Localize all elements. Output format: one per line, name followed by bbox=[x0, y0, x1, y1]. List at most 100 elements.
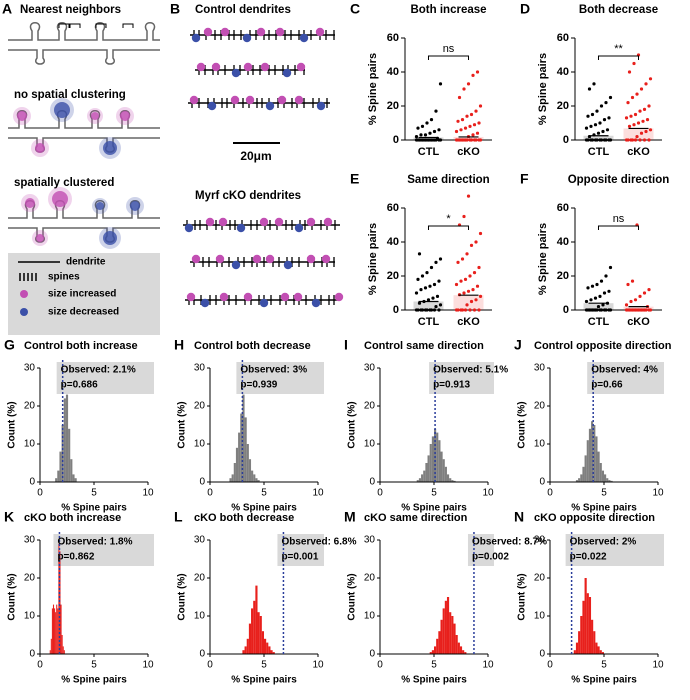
sig-bracket bbox=[597, 225, 640, 230]
legend-spines bbox=[19, 273, 37, 281]
point bbox=[425, 308, 429, 312]
panel-letter: F bbox=[520, 171, 529, 187]
y-tick-label: 30 bbox=[24, 363, 36, 374]
hist-bar bbox=[55, 478, 58, 482]
spine-dot bbox=[186, 292, 196, 302]
hist-bar bbox=[272, 652, 275, 654]
spine-dot bbox=[260, 62, 270, 72]
x-tick-label: cKO bbox=[457, 146, 480, 158]
point bbox=[463, 126, 468, 130]
spine-dot bbox=[259, 217, 269, 227]
hist-bar bbox=[253, 600, 256, 654]
point bbox=[468, 308, 472, 312]
hist-bar bbox=[578, 478, 581, 482]
observed-box bbox=[53, 534, 154, 566]
y-axis-label: % Spine pairs bbox=[367, 53, 379, 125]
hist-bar bbox=[464, 652, 467, 654]
point bbox=[590, 112, 595, 117]
x-tick-label: 0 bbox=[547, 660, 553, 671]
point bbox=[642, 291, 647, 295]
y-axis-label: Count (%) bbox=[517, 573, 528, 620]
hist-bar bbox=[444, 600, 447, 654]
point bbox=[431, 296, 435, 300]
spine-dot bbox=[203, 27, 213, 37]
point bbox=[469, 138, 474, 142]
hist-bar bbox=[246, 444, 249, 482]
point bbox=[602, 118, 607, 122]
hist-bar bbox=[431, 436, 434, 482]
point bbox=[586, 114, 590, 118]
point bbox=[632, 61, 636, 66]
x-tick-label: 10 bbox=[142, 660, 154, 671]
hist-bar bbox=[588, 597, 592, 654]
x-tick-label: 10 bbox=[652, 660, 664, 671]
y-tick-label: 30 bbox=[534, 535, 546, 546]
hist-bar bbox=[431, 650, 434, 654]
point bbox=[599, 104, 604, 108]
observed-label: Observed: 8.7% bbox=[472, 537, 547, 548]
point bbox=[417, 138, 422, 142]
point bbox=[472, 271, 477, 275]
point bbox=[478, 104, 483, 108]
p-label: p=0.66 bbox=[591, 380, 623, 391]
observed-box bbox=[467, 534, 494, 566]
point bbox=[635, 92, 639, 96]
y-tick-label: 20 bbox=[194, 573, 206, 584]
hist-bar bbox=[425, 463, 428, 482]
y-tick-label: 30 bbox=[194, 363, 206, 374]
y-tick-label: 10 bbox=[24, 611, 36, 622]
hist-bar bbox=[573, 650, 576, 654]
y-axis-label: Count (%) bbox=[177, 573, 188, 620]
point bbox=[437, 308, 441, 312]
hist-bar bbox=[421, 474, 424, 482]
point bbox=[432, 129, 437, 134]
chart-title: cKO opposite direction bbox=[534, 512, 655, 524]
hist-bar bbox=[595, 642, 598, 654]
hist-bar bbox=[58, 543, 60, 654]
point bbox=[460, 118, 465, 122]
spine-dot bbox=[243, 292, 253, 302]
y-tick-label: 0 bbox=[369, 649, 375, 660]
point bbox=[462, 291, 466, 295]
point bbox=[630, 138, 635, 142]
hist-bar bbox=[246, 638, 249, 654]
x-tick-label: 10 bbox=[142, 488, 154, 499]
hist-bar bbox=[582, 600, 585, 654]
point bbox=[462, 214, 466, 219]
point bbox=[435, 294, 440, 298]
section-title: Myrf cKO dendrites bbox=[195, 190, 301, 202]
point bbox=[456, 119, 460, 123]
hist-bar bbox=[257, 480, 260, 482]
point bbox=[463, 277, 468, 281]
hist-bar bbox=[427, 455, 430, 482]
point bbox=[471, 288, 475, 292]
point bbox=[462, 87, 466, 91]
point bbox=[469, 112, 474, 117]
blob bbox=[130, 201, 140, 211]
spine-dot bbox=[323, 217, 333, 227]
panel-letter: I bbox=[344, 337, 348, 353]
blob bbox=[25, 198, 35, 208]
y-tick-label: 30 bbox=[364, 363, 376, 374]
hist-bar bbox=[418, 478, 422, 482]
y-axis-label: Count (%) bbox=[347, 401, 358, 448]
hist-bar bbox=[59, 451, 62, 482]
hist-bar bbox=[449, 478, 452, 482]
panel-letter: E bbox=[350, 171, 359, 187]
point bbox=[416, 277, 420, 281]
panel-letter: G bbox=[4, 337, 15, 353]
hist-bar bbox=[591, 619, 594, 654]
point bbox=[642, 107, 647, 111]
hist-bar bbox=[255, 585, 258, 654]
hist-bar bbox=[462, 650, 465, 654]
panel-letter: B bbox=[170, 1, 180, 17]
x-tick-label: cKO bbox=[627, 316, 650, 328]
bracket bbox=[122, 23, 134, 28]
point bbox=[604, 274, 608, 278]
point bbox=[437, 279, 441, 283]
hist-bar bbox=[266, 642, 269, 654]
y-tick-label: 60 bbox=[557, 202, 569, 214]
hist-bar bbox=[580, 616, 583, 654]
hist-bar bbox=[61, 635, 63, 654]
point bbox=[601, 129, 605, 134]
